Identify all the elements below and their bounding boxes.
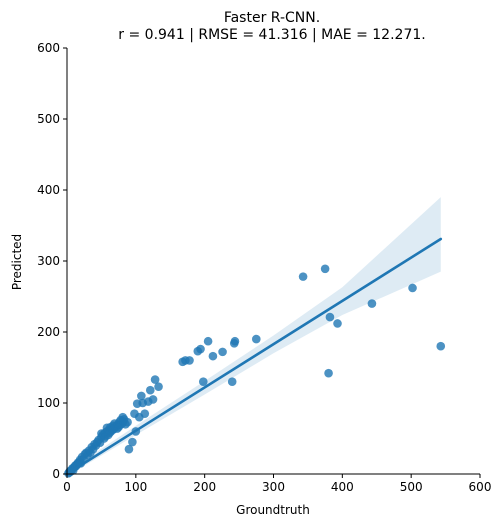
regression-line — [65, 237, 443, 476]
x-tick-label: 100 — [124, 480, 147, 494]
data-point — [150, 375, 160, 384]
data-point — [128, 437, 137, 447]
data-point — [196, 344, 205, 354]
data-point — [367, 299, 377, 308]
data-point — [140, 409, 150, 418]
data-point — [324, 368, 333, 378]
x-tick-label: 0 — [63, 480, 71, 494]
data-point — [218, 347, 227, 357]
y-tick-label: 200 — [37, 325, 60, 339]
data-point — [436, 341, 446, 351]
y-tick-label: 0 — [52, 467, 60, 481]
data-point — [198, 377, 208, 387]
data-point — [154, 382, 163, 391]
x-tick-label: 500 — [400, 480, 423, 494]
y-tick-label: 100 — [37, 396, 60, 410]
y-axis-ticks: 0 100 200 300 400 500 600 — [37, 41, 67, 481]
x-tick-label: 300 — [262, 480, 285, 494]
x-axis-label: Groundtruth — [236, 503, 310, 517]
x-tick-label: 200 — [193, 480, 216, 494]
x-tick-label: 400 — [331, 480, 354, 494]
y-tick-label: 600 — [37, 41, 60, 55]
data-point — [203, 336, 213, 346]
x-axis-ticks: 0 100 200 300 400 500 600 — [63, 474, 491, 494]
data-point — [123, 417, 132, 427]
y-tick-label: 400 — [37, 183, 60, 197]
regression-line-layer — [65, 237, 443, 476]
data-point — [320, 264, 330, 274]
confidence-band — [67, 197, 441, 477]
data-point — [298, 272, 308, 281]
data-point — [185, 356, 194, 365]
data-point — [230, 336, 240, 346]
data-point — [148, 395, 158, 404]
data-point — [325, 312, 335, 322]
data-point — [333, 319, 342, 328]
data-point — [137, 391, 146, 401]
y-axis-label: Predicted — [10, 234, 24, 290]
y-tick-label: 300 — [37, 254, 60, 268]
chart-subtitle: r = 0.941 | RMSE = 41.316 | MAE = 12.271… — [118, 27, 425, 43]
data-point — [251, 334, 261, 344]
x-tick-label: 600 — [469, 480, 492, 494]
data-point — [208, 351, 218, 361]
y-tick-label: 500 — [37, 112, 60, 126]
confidence-band-layer — [67, 197, 441, 477]
data-point — [145, 385, 155, 395]
data-point — [124, 444, 134, 454]
data-point — [408, 283, 417, 293]
data-points-layer — [64, 264, 446, 478]
data-point — [227, 377, 237, 387]
chart-title: Faster R-CNN. — [224, 10, 320, 26]
